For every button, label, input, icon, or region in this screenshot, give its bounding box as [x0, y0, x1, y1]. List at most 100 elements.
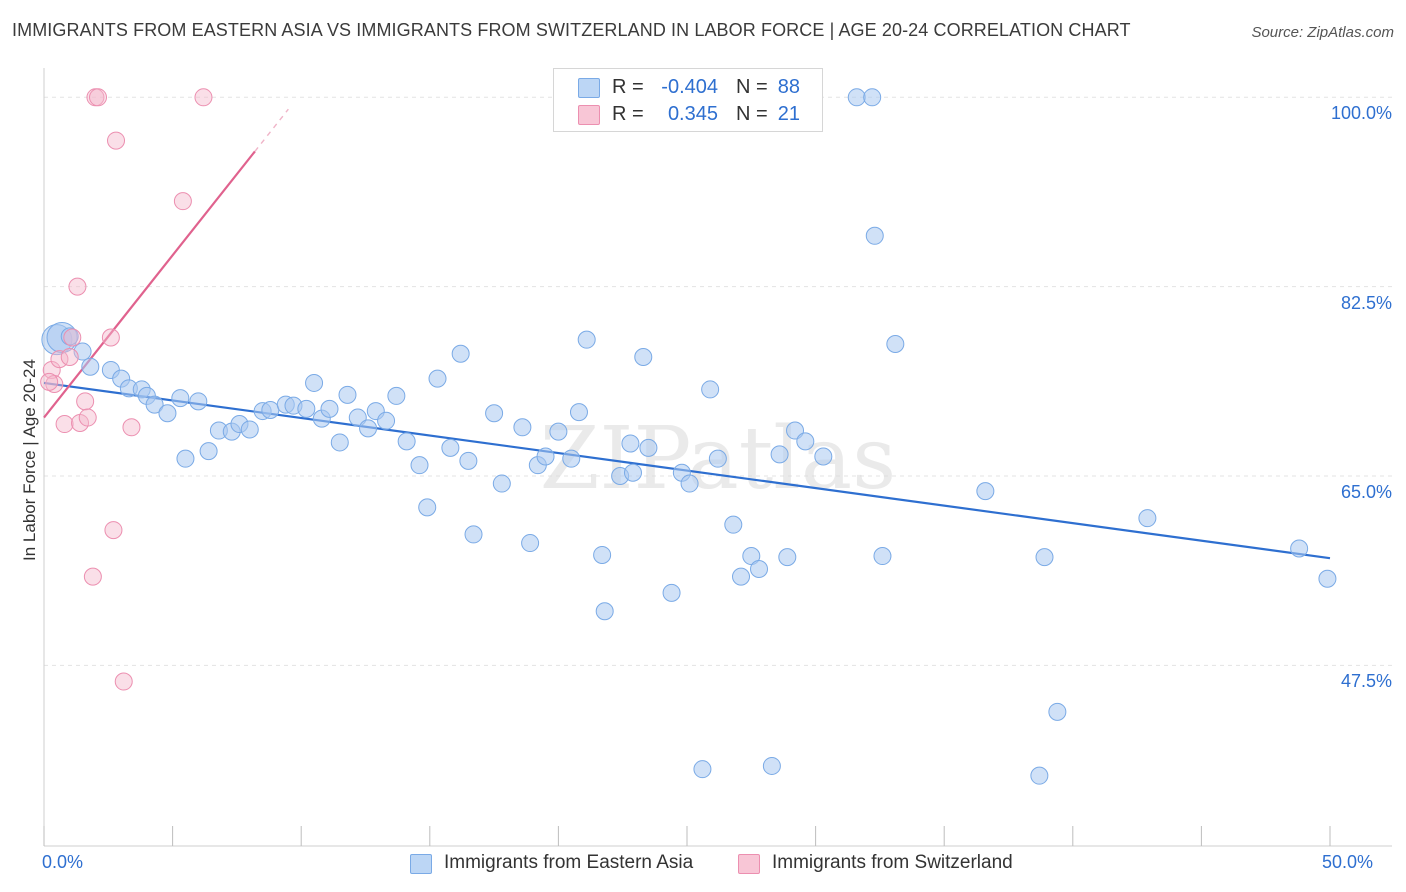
source-credit: Source: ZipAtlas.com [1251, 24, 1394, 41]
eastern-asia-point [639, 438, 658, 457]
eastern-asia-point [536, 447, 555, 466]
eastern-asia-point [464, 525, 483, 544]
eastern-asia-point [732, 567, 751, 586]
eastern-asia-point [1035, 548, 1054, 567]
eastern-asia-point [770, 445, 789, 464]
switzerland-point [40, 372, 59, 391]
eastern-asia-point [762, 756, 781, 775]
eastern-asia-point [330, 433, 349, 452]
eastern-asia-point [724, 515, 743, 534]
switzerland-point [104, 521, 123, 540]
eastern-asia-point [176, 449, 195, 468]
eastern-asia-point [577, 330, 596, 349]
eastern-asia-point [847, 88, 866, 107]
switzerland-point [101, 328, 120, 347]
switzerland-point [173, 192, 192, 211]
eastern-asia-point [377, 411, 396, 430]
eastern-asia-point [189, 392, 208, 411]
eastern-asia-point [778, 548, 797, 567]
legend-n-value: 21 [777, 103, 800, 125]
series-swatch-blue [410, 854, 432, 874]
eastern-asia-point [428, 369, 447, 388]
series-label: Immigrants from Switzerland [772, 852, 1013, 873]
eastern-asia-point [562, 449, 581, 468]
eastern-asia-point [240, 420, 259, 439]
legend-r-label: R = [612, 76, 644, 98]
eastern-asia-point [521, 534, 540, 553]
eastern-asia-point [693, 760, 712, 779]
eastern-asia-point [1138, 509, 1157, 528]
switzerland-trend-line [43, 150, 256, 419]
eastern-asia-point [863, 88, 882, 107]
eastern-asia-point [261, 400, 280, 419]
eastern-asia-point [569, 403, 588, 422]
stats-legend: R = -0.404 N = 88 R = 0.345 N = 21 [553, 68, 823, 132]
eastern-asia-point [865, 226, 884, 245]
y-tick-label: 65.0% [1340, 481, 1392, 502]
switzerland-point [114, 672, 133, 691]
switzerland-point [89, 88, 108, 107]
eastern-asia-point [750, 560, 769, 579]
eastern-asia-point [492, 474, 511, 493]
y-tick-label: 47.5% [1340, 671, 1392, 692]
y-tick-label: 100.0% [1330, 103, 1392, 124]
eastern-asia-point [1030, 766, 1049, 785]
legend-r-value: 0.345 [667, 103, 718, 125]
eastern-asia-point [297, 399, 316, 418]
eastern-asia-point [387, 386, 406, 405]
legend-row-switzerland: R = 0.345 N = 21 [554, 101, 822, 127]
x-tick-label-min: 0.0% [42, 852, 84, 872]
x-tick-label-max: 50.0% [1322, 852, 1374, 872]
grid-lines [44, 96, 1392, 666]
series-swatch-pink [738, 854, 760, 874]
switzerland-trend-extension [254, 108, 289, 152]
eastern-asia-point [814, 447, 833, 466]
eastern-asia-point [595, 602, 614, 621]
legend-swatch-pink [578, 105, 600, 125]
eastern-asia-point [199, 442, 218, 461]
eastern-asia-point [708, 449, 727, 468]
eastern-asia-point [513, 418, 532, 437]
eastern-asia-point [1048, 702, 1067, 721]
legend-n-label: N = [736, 103, 768, 125]
eastern-asia-point [680, 474, 699, 493]
legend-n-label: N = [736, 76, 768, 98]
eastern-asia-point [886, 334, 905, 353]
eastern-asia-point [621, 434, 640, 453]
eastern-asia-point [873, 547, 892, 566]
legend-n-value: 88 [777, 76, 800, 98]
eastern-asia-point [662, 583, 681, 602]
switzerland-point [60, 347, 79, 366]
eastern-asia-point [441, 438, 460, 457]
eastern-asia-point [1318, 569, 1337, 588]
eastern-asia-point [634, 347, 653, 366]
eastern-asia-point [593, 545, 612, 564]
eastern-asia-point [338, 385, 357, 404]
switzerland-point [194, 88, 213, 107]
eastern-asia-point [451, 344, 470, 363]
switzerland-point [107, 131, 126, 150]
switzerland-point [122, 418, 141, 437]
switzerland-point [78, 408, 97, 427]
eastern-asia-point [459, 451, 478, 470]
eastern-asia-point [305, 373, 324, 392]
eastern-asia-point [145, 395, 164, 414]
legend-r-value: -0.404 [661, 76, 718, 98]
switzerland-point [76, 392, 95, 411]
chart-title: IMMIGRANTS FROM EASTERN ASIA VS IMMIGRAN… [12, 20, 1131, 40]
switzerland-point [68, 277, 87, 296]
y-tick-label: 82.5% [1340, 292, 1392, 313]
eastern-asia-point [171, 389, 190, 408]
eastern-asia-point [1290, 539, 1309, 558]
eastern-asia-point [418, 498, 437, 517]
axes [43, 68, 1392, 847]
eastern-asia-point [320, 399, 339, 418]
legend-swatch-blue [578, 78, 600, 98]
switzerland-point [63, 328, 82, 347]
switzerland-point [55, 415, 74, 434]
eastern-asia-point [549, 422, 568, 441]
eastern-asia-point [701, 380, 720, 399]
eastern-asia-point [359, 419, 378, 438]
eastern-asia-point [623, 463, 642, 482]
